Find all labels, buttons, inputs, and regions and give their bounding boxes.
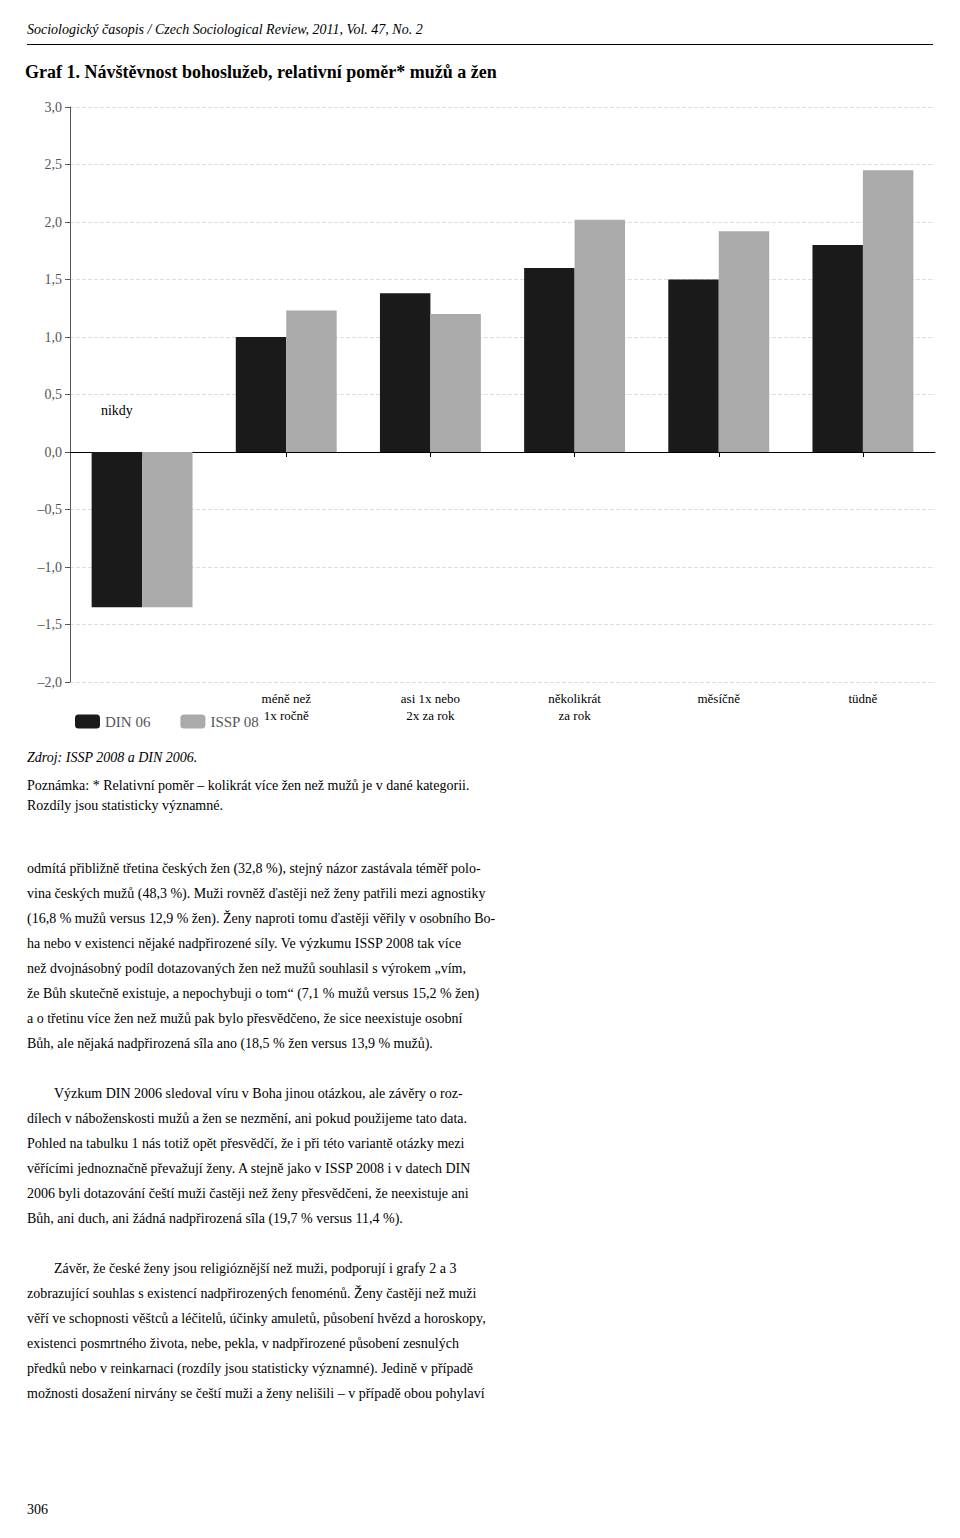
html-text:existenci posmrtného života, n: existenci posmrtného života, nebe, pekla… bbox=[27, 1336, 459, 1351]
svg-text:měsíčně: měsíčně bbox=[697, 691, 740, 706]
svg-text:2,0: 2,0 bbox=[45, 215, 63, 230]
html-text:vina českých mužů (48,3 %). Mu: vina českých mužů (48,3 %). Muži rovněž … bbox=[27, 886, 486, 901]
svg-text:3,0: 3,0 bbox=[45, 100, 63, 115]
html-text:věří ve schopnosti věštců a lé: věří ve schopnosti věštců a léčitelů, úč… bbox=[27, 1311, 486, 1326]
svg-text:2,5: 2,5 bbox=[45, 157, 63, 172]
html-text:dílech v náboženskosti mužů a: dílech v náboženskosti mužů a žen se nez… bbox=[27, 1111, 468, 1126]
svg-text:1,5: 1,5 bbox=[45, 272, 63, 287]
svg-text:0,5: 0,5 bbox=[45, 387, 63, 402]
html-text:2006 byli dotazování čeští muž: 2006 byli dotazování čeští muži častěji … bbox=[27, 1186, 469, 1201]
svg-text:tüdně: tüdně bbox=[848, 691, 877, 706]
svg-text:1,0: 1,0 bbox=[45, 330, 63, 345]
svg-text:několikrát: několikrát bbox=[548, 691, 601, 706]
svg-text:0,0: 0,0 bbox=[45, 445, 63, 460]
svg-text:1x ročně: 1x ročně bbox=[264, 708, 309, 723]
html-text:Poznámka: * Relativní poměr –: Poznámka: * Relativní poměr – kolikrát v… bbox=[27, 778, 470, 793]
html-text:ha nebo v existenci nějaké nad: ha nebo v existenci nějaké nadpřirozené … bbox=[27, 936, 462, 951]
svg-text:–0,5: –0,5 bbox=[37, 502, 63, 517]
html-text:Zdroj: ISSP 2008 a DIN 2006.: Zdroj: ISSP 2008 a DIN 2006. bbox=[27, 750, 198, 765]
html-text:než dvojnásobný podíl dotazova: než dvojnásobný podíl dotazovaných žen n… bbox=[27, 961, 466, 976]
svg-text:–2,0: –2,0 bbox=[37, 675, 63, 690]
html-text:předků nebo v reinkarnaci (roz: předků nebo v reinkarnaci (rozdíly jsou … bbox=[27, 1361, 473, 1376]
html-text:zobrazující souhlas s existenc: zobrazující souhlas s existencí nadpřiro… bbox=[27, 1286, 477, 1301]
svg-text:za rok: za rok bbox=[559, 708, 592, 723]
html-text:Pohled na tabulku 1 nás totiž: Pohled na tabulku 1 nás totiž opět přesv… bbox=[27, 1136, 465, 1151]
svg-text:asi 1x nebo: asi 1x nebo bbox=[401, 691, 460, 706]
html-text:možnosti dosažení nirvány se č: možnosti dosažení nirvány se čeští muži … bbox=[27, 1386, 485, 1401]
html-text:306: 306 bbox=[27, 1502, 48, 1517]
html-text:Bůh, ani duch, ani žádná nadpř: Bůh, ani duch, ani žádná nadpřirozená sî… bbox=[27, 1211, 403, 1226]
svg-text:méně než: méně než bbox=[262, 691, 312, 706]
html-text:odmítá přibližně třetina český: odmítá přibližně třetina českých žen (32… bbox=[27, 861, 481, 876]
svg-text:nikdy: nikdy bbox=[101, 403, 133, 418]
svg-text:–1,0: –1,0 bbox=[37, 560, 63, 575]
html-text:Sociologický časopis / Czech S: Sociologický časopis / Czech Sociologica… bbox=[27, 22, 423, 37]
html-text:(16,8 % mužů versus 12,9 % žen: (16,8 % mužů versus 12,9 % žen). Ženy na… bbox=[27, 911, 496, 926]
html-text:a o třetinu více žen než mužů: a o třetinu více žen než mužů pak bylo p… bbox=[27, 1011, 463, 1026]
html-text:věřícími jednoznačně převažují: věřícími jednoznačně převažují ženy. A s… bbox=[27, 1161, 471, 1176]
svg-text:DIN 06: DIN 06 bbox=[105, 714, 151, 730]
html-text:Rozdíly jsou statisticky význa: Rozdíly jsou statisticky významné. bbox=[27, 798, 223, 813]
svg-text:2x za rok: 2x za rok bbox=[406, 708, 455, 723]
html-text:Závěr, že české ženy jsou reli: Závěr, že české ženy jsou religióznější … bbox=[54, 1261, 457, 1276]
html-text:že Bůh skutečně existuje, a ne: že Bůh skutečně existuje, a nepochybuji … bbox=[27, 986, 480, 1001]
svg-text:Graf 1. Návštěvnost bohoslužeb: Graf 1. Návštěvnost bohoslužeb, relativn… bbox=[25, 62, 497, 82]
html-text:Bůh, ale nějaká nadpřirozená s: Bůh, ale nějaká nadpřirozená sîla ano (1… bbox=[27, 1036, 433, 1051]
svg-text:–1,5: –1,5 bbox=[37, 617, 63, 632]
svg-text:ISSP 08: ISSP 08 bbox=[210, 714, 258, 730]
html-text:Výzkum DIN 2006 sledoval víru: Výzkum DIN 2006 sledoval víru v Boha jin… bbox=[54, 1086, 463, 1101]
